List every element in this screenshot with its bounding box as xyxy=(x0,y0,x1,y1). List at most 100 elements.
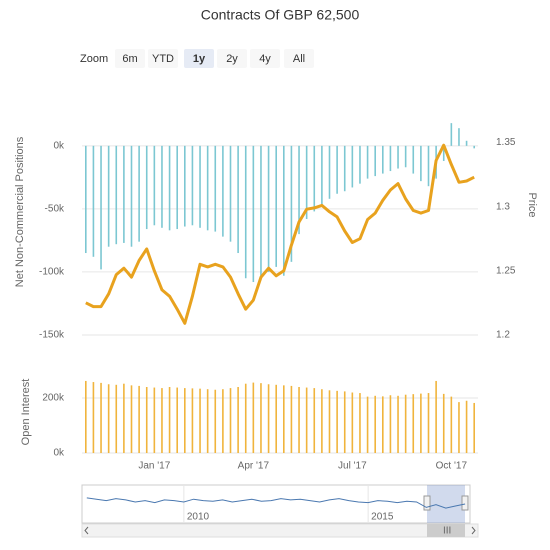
bar xyxy=(100,145,102,270)
zoom-button[interactable] xyxy=(250,49,280,68)
bar xyxy=(92,145,95,257)
y-tick-label: -50k xyxy=(45,204,65,215)
bar xyxy=(283,385,285,453)
bar xyxy=(465,400,468,453)
bar xyxy=(473,402,475,453)
bar xyxy=(115,145,118,245)
bar xyxy=(161,388,163,453)
bar xyxy=(328,145,331,199)
zoom-button[interactable] xyxy=(148,49,178,68)
bar xyxy=(404,145,407,168)
y-tick-label: 200k xyxy=(42,393,65,404)
bar xyxy=(168,387,171,453)
bar xyxy=(427,145,430,187)
x-tick-label: Jul '17 xyxy=(338,461,367,472)
y2-tick-label: 1.3 xyxy=(496,201,510,212)
scrollbar-thumb[interactable] xyxy=(427,524,465,537)
bar xyxy=(343,391,346,453)
navigator-selection[interactable] xyxy=(427,485,465,523)
bar xyxy=(222,145,224,237)
bar xyxy=(237,145,239,254)
bar xyxy=(298,387,300,453)
bar xyxy=(107,145,110,247)
bar xyxy=(107,384,110,453)
bar xyxy=(85,380,87,453)
navigator-handle[interactable] xyxy=(461,495,469,511)
y-tick-label: -150k xyxy=(39,330,65,341)
bar xyxy=(412,145,415,174)
bar xyxy=(244,383,247,453)
bar xyxy=(321,145,323,206)
navigator-label: 2010 xyxy=(187,512,210,523)
chart-title: Contracts Of GBP 62,500 xyxy=(201,7,360,23)
zoom-button[interactable] xyxy=(115,49,145,68)
bar xyxy=(420,393,422,453)
bar xyxy=(176,145,178,230)
zoom-button-label: YTD xyxy=(152,53,174,65)
bar xyxy=(252,145,255,283)
y2-tick-label: 1.35 xyxy=(496,137,516,148)
bar xyxy=(123,383,125,453)
y2-tick-label: 1.25 xyxy=(496,265,516,276)
scrollbar-track[interactable] xyxy=(81,523,479,538)
bar xyxy=(359,393,361,453)
bar xyxy=(420,145,422,182)
bar xyxy=(290,385,293,453)
bar xyxy=(275,145,277,267)
bar xyxy=(382,396,384,453)
bar xyxy=(389,395,392,453)
bar xyxy=(382,145,384,174)
bar xyxy=(458,402,460,453)
y-tick-label: 0k xyxy=(53,448,65,459)
bar xyxy=(442,393,445,453)
bar xyxy=(366,396,369,453)
bar xyxy=(465,140,468,146)
zoom-button[interactable] xyxy=(284,49,314,68)
zoom-button[interactable] xyxy=(217,49,247,68)
bar xyxy=(442,145,445,161)
bar xyxy=(153,145,156,226)
bar xyxy=(145,145,148,230)
bar xyxy=(397,145,399,169)
bar xyxy=(305,387,308,453)
y2-axis-title: Price xyxy=(526,192,538,217)
zoom-button-label: 1y xyxy=(193,53,206,65)
x-tick-label: Jan '17 xyxy=(138,461,170,472)
scroll-left[interactable] xyxy=(84,526,89,535)
bar xyxy=(290,145,293,262)
zoom-button-label: All xyxy=(293,53,305,65)
bar xyxy=(260,383,262,453)
bar xyxy=(115,384,118,453)
scroll-right[interactable] xyxy=(471,526,476,535)
bar xyxy=(374,395,376,453)
bar xyxy=(366,145,369,179)
bar xyxy=(313,145,316,212)
y-tick-label: 0k xyxy=(53,140,65,151)
bar xyxy=(427,393,430,453)
bar xyxy=(130,145,133,247)
bar xyxy=(450,396,453,453)
bar xyxy=(184,388,186,453)
bar xyxy=(473,145,475,149)
bar xyxy=(199,388,201,453)
bar xyxy=(206,389,209,453)
bar xyxy=(184,145,186,227)
bar xyxy=(305,145,308,219)
bar xyxy=(397,395,399,453)
bar xyxy=(359,145,361,184)
bar xyxy=(389,145,392,172)
bar xyxy=(267,145,270,272)
bar xyxy=(123,145,125,243)
bar xyxy=(336,145,338,194)
bar xyxy=(145,387,148,453)
bar xyxy=(191,388,194,453)
zoom-button[interactable] xyxy=(184,49,214,68)
bar xyxy=(458,128,460,146)
bar xyxy=(275,384,277,453)
navigator-handle[interactable] xyxy=(423,495,431,511)
bar xyxy=(313,388,316,453)
bar xyxy=(153,387,156,453)
navigator-label: 2015 xyxy=(371,512,394,523)
y-axis-title: Net Non-Commercial Positions xyxy=(14,136,26,287)
